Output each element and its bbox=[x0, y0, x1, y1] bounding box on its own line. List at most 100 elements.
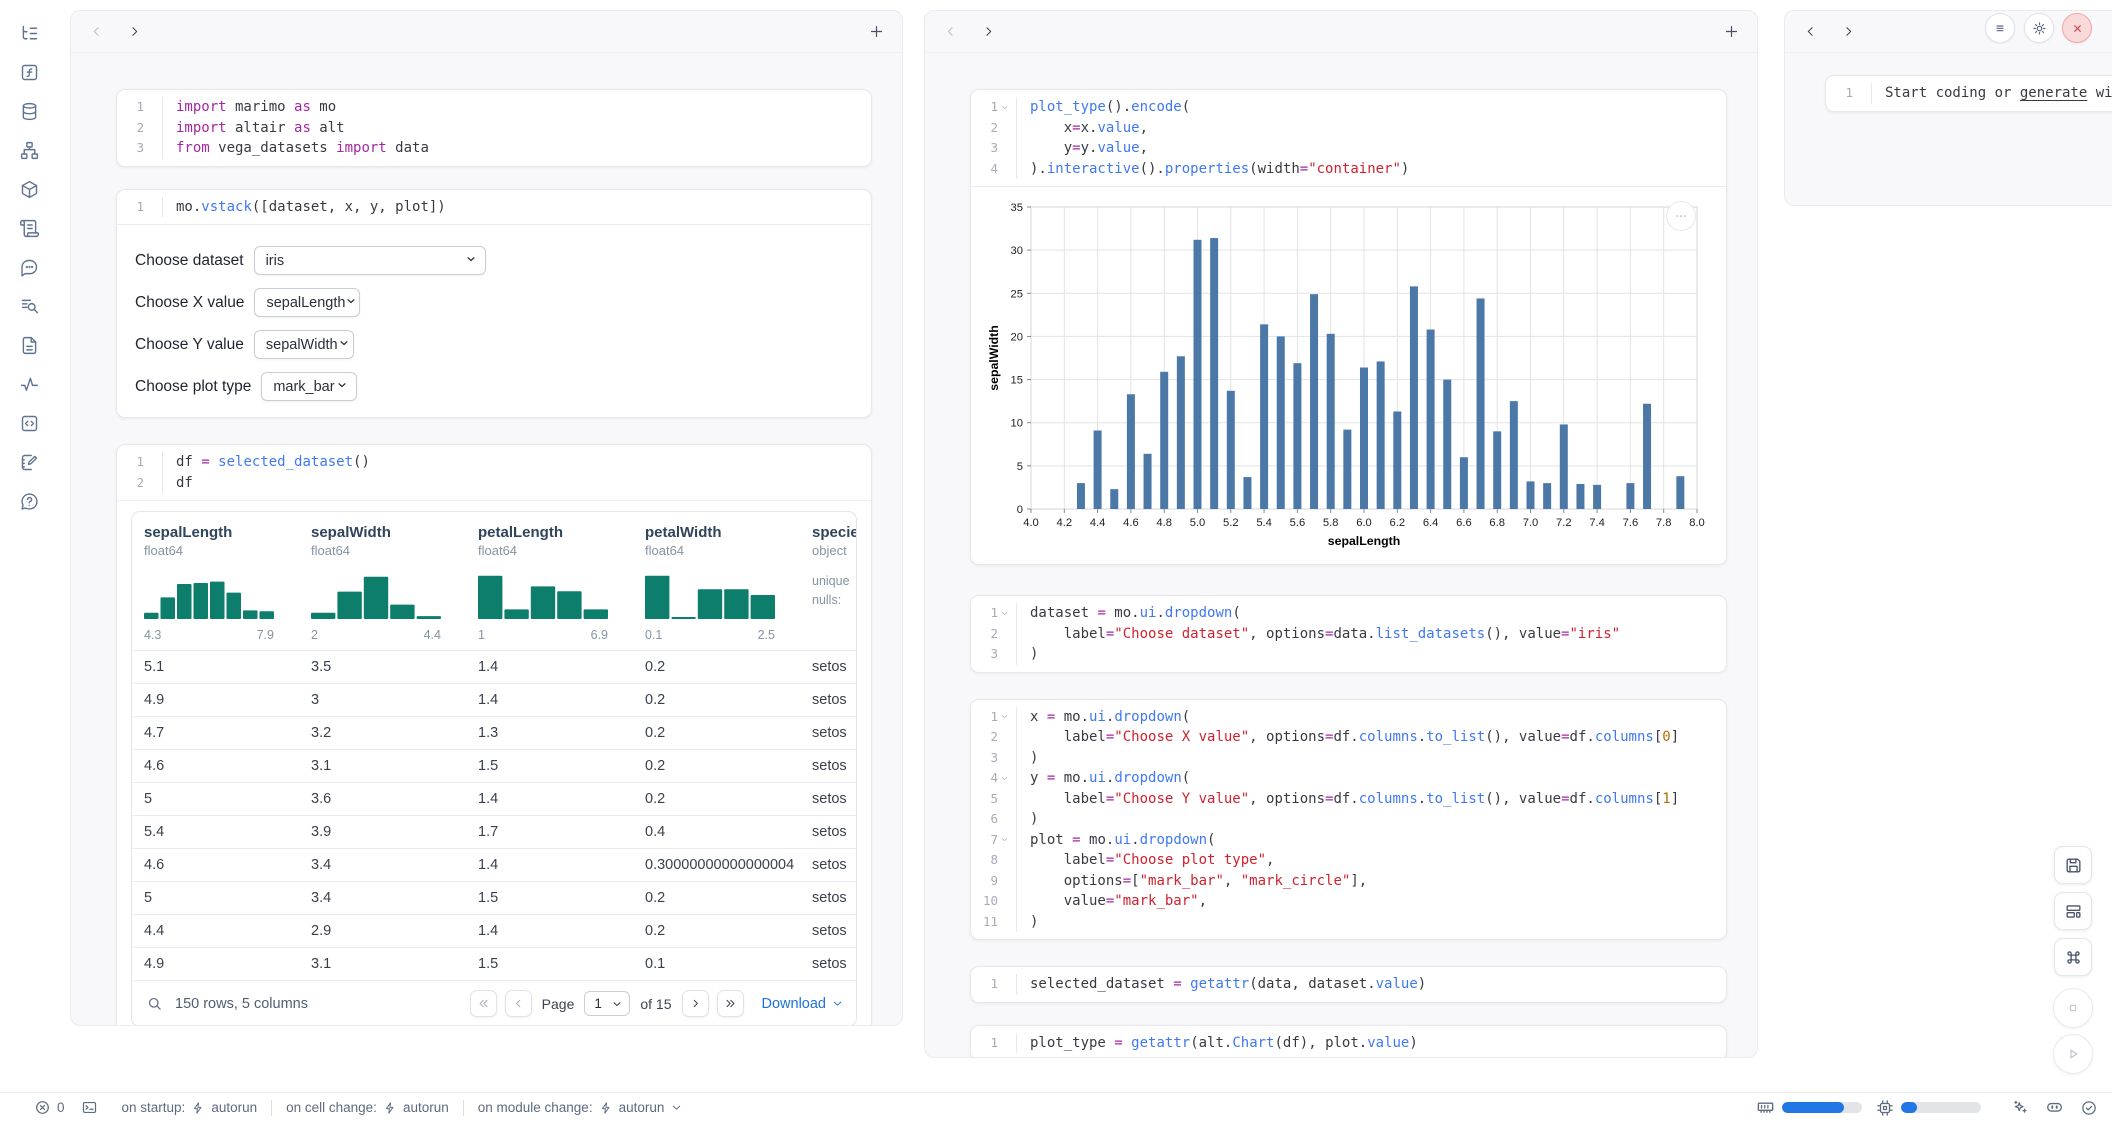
choose-plot-type-select[interactable]: mark_bar bbox=[261, 372, 358, 401]
error-count-button[interactable]: 0 bbox=[26, 1099, 73, 1116]
fold-toggle-icon[interactable] bbox=[1000, 711, 1011, 722]
add-cell-button[interactable] bbox=[1721, 22, 1741, 42]
documentation-icon[interactable] bbox=[16, 332, 42, 358]
file-tree-icon[interactable] bbox=[16, 20, 42, 46]
svg-text:6.0: 6.0 bbox=[1356, 517, 1372, 529]
svg-text:30: 30 bbox=[1011, 245, 1023, 257]
choose-y-value-select[interactable]: sepalWidth bbox=[253, 330, 354, 359]
code-editor[interactable]: 1 import marimo as mo 2 import altair as al… bbox=[117, 90, 871, 166]
help-icon[interactable] bbox=[16, 488, 42, 514]
dropdown-controls: Choose dataset iris Choose X value sepalLen… bbox=[117, 225, 871, 417]
line-number: 1 bbox=[1845, 85, 1853, 100]
dataframe-cell: 1 df = selected_dataset() 2 df sepalLength f… bbox=[116, 444, 872, 1025]
svg-text:4.2: 4.2 bbox=[1057, 517, 1073, 529]
code-editor[interactable]: 1 selected_dataset = getattr(data, datase… bbox=[971, 967, 1726, 1002]
column-header-sepalWidth[interactable]: sepalWidth float64 2 4.4 bbox=[311, 524, 441, 642]
column-back-icon[interactable] bbox=[941, 23, 959, 41]
chat-icon[interactable] bbox=[16, 254, 42, 280]
run-all-button[interactable] bbox=[2053, 1034, 2093, 1074]
chevron-down-icon bbox=[611, 998, 623, 1010]
svg-text:25: 25 bbox=[1011, 288, 1023, 300]
notebook-menu-button[interactable] bbox=[1985, 13, 2015, 43]
column-3-header bbox=[1785, 11, 2112, 53]
save-button[interactable] bbox=[2054, 846, 2092, 884]
column-back-icon[interactable] bbox=[87, 23, 105, 41]
next-page-button[interactable] bbox=[681, 990, 709, 1017]
on-module-change-autorun-button[interactable]: on module change: autorun bbox=[470, 1100, 692, 1115]
copilot-button[interactable] bbox=[2045, 1098, 2064, 1117]
svg-text:7.0: 7.0 bbox=[1523, 517, 1539, 529]
code-editor[interactable]: 1 dataset = mo.ui.dropdown(2 label="Choos… bbox=[971, 596, 1726, 672]
on-cell-change-autorun-button[interactable]: on cell change: autorun bbox=[286, 1100, 449, 1115]
column-header-petalWidth[interactable]: petalWidth float64 0.1 2.5 bbox=[645, 524, 775, 642]
on-startup-autorun-button[interactable]: on startup: autorun bbox=[121, 1100, 258, 1115]
column-header-petalLength[interactable]: petalLength float64 1 6.9 bbox=[478, 524, 608, 642]
column-histogram bbox=[311, 576, 441, 619]
copilot-icon bbox=[2045, 1098, 2064, 1117]
code-editor[interactable]: 1 df = selected_dataset() 2 df bbox=[117, 445, 871, 500]
first-page-button[interactable] bbox=[469, 990, 497, 1017]
choose-x-value-select[interactable]: sepalLength bbox=[254, 288, 361, 317]
kernel-status-button[interactable] bbox=[2080, 1099, 2098, 1117]
dependency-graph-icon[interactable] bbox=[16, 137, 42, 163]
table-scroll-area[interactable]: sepalLength float64 4.3 7.9 sepalWidth float6… bbox=[132, 512, 856, 980]
outline-icon[interactable] bbox=[16, 215, 42, 241]
column-back-icon[interactable] bbox=[1801, 23, 1819, 41]
page-select[interactable]: 1 bbox=[584, 991, 631, 1016]
prev-page-button[interactable] bbox=[504, 990, 532, 1017]
fold-toggle-icon[interactable] bbox=[1000, 102, 1011, 113]
line-number: 5 bbox=[990, 790, 998, 806]
table-cell: 4.9 bbox=[144, 956, 165, 972]
circle-x-icon bbox=[34, 1099, 51, 1116]
line-number: 1 bbox=[990, 99, 998, 114]
altair-bar-chart[interactable]: 4.0 4.2 4.4 4.6 4.8 5.0 5.2 5.4 5.6 5.8 6.0 6.2 6.4 6… bbox=[985, 197, 1726, 554]
fold-toggle-icon[interactable] bbox=[1000, 834, 1011, 845]
stop-icon bbox=[2064, 999, 2082, 1017]
code-editor[interactable]: 1 plot_type = getattr(alt.Chart(df), plot… bbox=[971, 1026, 1726, 1058]
fold-toggle-icon[interactable] bbox=[1000, 773, 1011, 784]
code-editor[interactable]: 1 x = mo.ui.dropdown(2 label="Choose X va… bbox=[971, 700, 1726, 940]
keyboard-shortcuts-button[interactable] bbox=[2054, 938, 2092, 976]
column-header-species[interactable]: speciesobjectuniquenulls: bbox=[812, 524, 856, 607]
last-page-button[interactable] bbox=[716, 990, 744, 1017]
chevron-down-icon bbox=[338, 337, 350, 353]
control-row: Choose Y value sepalWidth bbox=[135, 330, 853, 359]
ai-sparkles-button[interactable] bbox=[2011, 1099, 2029, 1117]
column-forward-icon[interactable] bbox=[979, 23, 997, 41]
stop-kernel-button[interactable] bbox=[2053, 988, 2093, 1028]
code-editor[interactable]: 1 Start coding or generate with bbox=[1826, 76, 2112, 111]
command-icon bbox=[2064, 948, 2083, 967]
fold-toggle-icon[interactable] bbox=[1000, 608, 1011, 619]
table-footer: 150 rows, 5 columns Page 1 of 15 bbox=[132, 980, 856, 1025]
code-editor[interactable]: 1 mo.vstack([dataset, x, y, plot]) bbox=[117, 190, 871, 225]
settings-button[interactable] bbox=[2024, 13, 2054, 43]
svg-text:6.6: 6.6 bbox=[1456, 517, 1472, 529]
column-forward-icon[interactable] bbox=[1839, 23, 1857, 41]
datasources-icon[interactable] bbox=[16, 98, 42, 124]
choose-dataset-select[interactable]: iris bbox=[253, 246, 486, 275]
svg-text:7.4: 7.4 bbox=[1589, 517, 1605, 529]
search-icon[interactable] bbox=[146, 995, 163, 1012]
download-button[interactable]: Download bbox=[762, 996, 845, 1012]
snippets-icon[interactable] bbox=[16, 410, 42, 436]
table-cell: 0.30000000000000004 bbox=[645, 857, 795, 873]
layout-button[interactable] bbox=[2054, 892, 2092, 930]
chart-menu-button[interactable] bbox=[1666, 201, 1696, 231]
generate-link[interactable]: generate bbox=[2019, 85, 2088, 101]
logs-icon[interactable] bbox=[16, 293, 42, 319]
code-line: import marimo as mo bbox=[176, 99, 337, 115]
functions-icon[interactable] bbox=[16, 59, 42, 85]
column-header-sepalLength[interactable]: sepalLength float64 4.3 7.9 bbox=[144, 524, 274, 642]
memory-usage-meter bbox=[1782, 1102, 1862, 1113]
code-line: options=["mark_bar", "mark_circle"], bbox=[1030, 872, 1368, 889]
shutdown-button[interactable] bbox=[2062, 13, 2092, 43]
table-cell: 0.1 bbox=[645, 956, 666, 972]
column-forward-icon[interactable] bbox=[125, 23, 143, 41]
packages-icon[interactable] bbox=[16, 176, 42, 202]
add-cell-button[interactable] bbox=[866, 22, 886, 42]
column-1: 1 import marimo as mo 2 import altair as al… bbox=[70, 10, 903, 1026]
terminal-button[interactable] bbox=[73, 1099, 106, 1116]
code-editor[interactable]: 1 plot_type().encode(2 x=x.value, 3 y=y.va… bbox=[971, 90, 1726, 186]
tracing-icon[interactable] bbox=[16, 371, 42, 397]
scratchpad-icon[interactable] bbox=[16, 449, 42, 475]
